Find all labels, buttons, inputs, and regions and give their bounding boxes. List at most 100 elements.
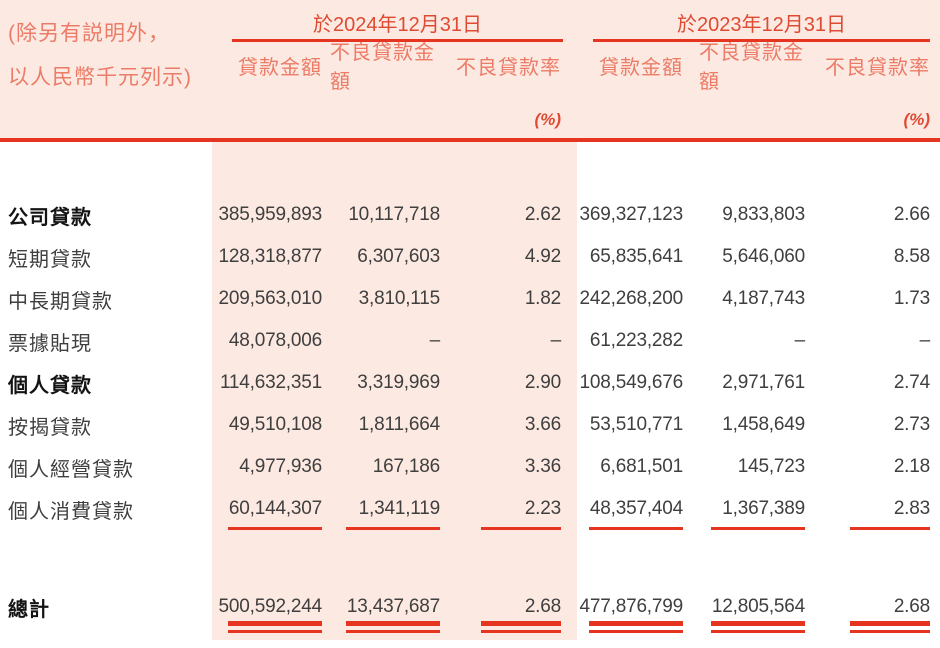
single-underline — [346, 527, 440, 530]
cell-value: 3.36 — [524, 456, 561, 477]
cell-value: 2.23 — [448, 488, 577, 530]
row-label: 個人貸款 — [8, 374, 92, 397]
cell-value: – — [919, 330, 931, 351]
cell-value: 209,563,010 — [218, 288, 323, 309]
col-header-npl-ratio-2023: 不良貸款率 — [825, 56, 930, 79]
cell-value: 242,268,200 — [579, 288, 684, 309]
ratio-unit-2023: (%) — [903, 110, 930, 129]
cell-value: 9,833,803 — [722, 204, 805, 225]
cell-value: 1,458,649 — [722, 414, 805, 435]
total-value: 13,437,687 — [346, 596, 440, 617]
row-label: 公司貸款 — [8, 206, 92, 229]
cell-value: 167,186 — [372, 456, 440, 477]
cell-value: 145,723 — [737, 456, 805, 477]
table-header: (除另有説明外， 以人民幣千元列示) 於2024年12月31日 於2023年12… — [0, 0, 940, 142]
table-row-8: 個人消費貸款 60,144,307 1,341,119 2.23 48,357,404 1… — [0, 488, 940, 530]
cell-value: 49,510,108 — [228, 414, 322, 435]
total-cell-npl-ratio-2023: 2.68 — [821, 586, 940, 633]
total-cell-npl-ratio-2024: 2.68 — [448, 586, 577, 633]
ratio-unit-2024: (%) — [534, 110, 561, 129]
row-label: 個人消費貸款 — [8, 500, 134, 523]
single-underline — [850, 527, 930, 530]
cell-value: 1,341,119 — [330, 488, 448, 530]
cell-value: 2.66 — [893, 204, 930, 225]
single-underline — [711, 527, 805, 530]
col-header-npl-amount-2024: 不良貸款金額 — [330, 42, 435, 93]
cell-value: 385,959,893 — [218, 204, 323, 225]
table-rows: 公司貸款 385,959,893 10,117,718 2.62 369,327,123… — [0, 142, 940, 530]
row-label: 票據貼現 — [8, 332, 92, 355]
highlight-2024-column-block — [212, 142, 577, 640]
total-value: 2.68 — [524, 596, 561, 617]
total-row: 總計 500,592,244 13,437,687 2.68 477,876,7… — [0, 586, 940, 633]
double-underline — [589, 621, 683, 633]
cell-value: 2,971,761 — [722, 372, 805, 393]
single-underline — [481, 527, 561, 530]
cell-value: 6,681,501 — [600, 456, 683, 477]
cell-value: 108,549,676 — [579, 372, 684, 393]
cell-value: 3,810,115 — [358, 288, 441, 309]
cell-value: 369,327,123 — [579, 204, 684, 225]
total-value: 12,805,564 — [711, 596, 805, 617]
col-header-npl-amount-2023: 不良貸款金額 — [699, 42, 804, 93]
cell-value: 60,144,307 — [212, 488, 330, 530]
cell-value: 65,835,641 — [589, 246, 683, 267]
single-underline — [589, 527, 683, 530]
total-cell-loan-amount-2023: 477,876,799 — [577, 586, 699, 633]
period-header-2023: 於2023年12月31日 — [593, 0, 930, 42]
table-row-4: 票據貼現 48,078,006 – – 61,223,282 – – — [0, 320, 940, 362]
double-underline — [481, 621, 561, 633]
cell-value: 4,977,936 — [239, 456, 322, 477]
cell-value: 2.18 — [893, 456, 930, 477]
total-cell-npl-amount-2024: 13,437,687 — [330, 586, 448, 633]
cell-value: 1.82 — [524, 288, 561, 309]
table-row-1: 公司貸款 385,959,893 10,117,718 2.62 369,327,123… — [0, 194, 940, 236]
table-body: 公司貸款 385,959,893 10,117,718 2.62 369,327,123… — [0, 142, 940, 648]
cell-value: 6,307,603 — [357, 246, 440, 267]
cell-value: 128,318,877 — [218, 246, 323, 267]
cell-value: 2.90 — [524, 372, 561, 393]
cell-value: 2.74 — [893, 372, 930, 393]
total-cell-loan-amount-2024: 500,592,244 — [212, 586, 330, 633]
cell-value: 1,367,389 — [699, 488, 821, 530]
double-underline — [850, 621, 930, 633]
cell-value: 3,319,969 — [357, 372, 440, 393]
row-label: 短期貸款 — [8, 248, 92, 271]
row-label: 按揭貸款 — [8, 416, 92, 439]
table-row-2: 短期貸款 128,318,877 6,307,603 4.92 65,835,641 5,… — [0, 236, 940, 278]
cell-value: 4,187,743 — [722, 288, 805, 309]
total-value: 2.68 — [893, 596, 930, 617]
col-header-loan-amount-2024: 貸款金額 — [238, 56, 322, 79]
row-label: 中長期貸款 — [8, 290, 113, 313]
total-value: 477,876,799 — [579, 596, 684, 617]
cell-value: 8.58 — [893, 246, 930, 267]
cell-value: 114,632,351 — [219, 372, 322, 393]
total-label: 總計 — [8, 598, 50, 621]
cell-value: 61,223,282 — [589, 330, 683, 351]
table-row-7: 個人經營貸款 4,977,936 167,186 3.36 6,681,501 145,7… — [0, 446, 940, 488]
cell-value: 48,357,404 — [577, 488, 699, 530]
total-cell-npl-amount-2023: 12,805,564 — [699, 586, 821, 633]
table-row-5: 個人貸款 114,632,351 3,319,969 2.90 108,549,676 2… — [0, 362, 940, 404]
cell-value: 2.62 — [524, 204, 561, 225]
double-underline — [711, 621, 805, 633]
cell-value: – — [550, 330, 562, 351]
cell-value: 2.83 — [821, 488, 940, 530]
col-header-npl-ratio-2024: 不良貸款率 — [456, 56, 561, 79]
double-underline — [346, 621, 440, 633]
units-note-line2: 以人民幣千元列示) — [8, 66, 192, 89]
row-label: 個人經營貸款 — [8, 458, 134, 481]
cell-value: 48,078,006 — [228, 330, 322, 351]
cell-value: 2.73 — [893, 414, 930, 435]
total-value: 500,592,244 — [218, 596, 323, 617]
cell-value: – — [794, 330, 806, 351]
cell-value: 10,117,718 — [348, 204, 440, 225]
single-underline — [228, 527, 322, 530]
table-row-6: 按揭貸款 49,510,108 1,811,664 3.66 53,510,771 1,4… — [0, 404, 940, 446]
cell-value: 53,510,771 — [589, 414, 683, 435]
col-header-loan-amount-2023: 貸款金額 — [599, 56, 683, 79]
double-underline — [228, 621, 322, 633]
period-header-2024: 於2024年12月31日 — [232, 0, 563, 42]
units-note: (除另有説明外， 以人民幣千元列示) — [8, 12, 192, 100]
